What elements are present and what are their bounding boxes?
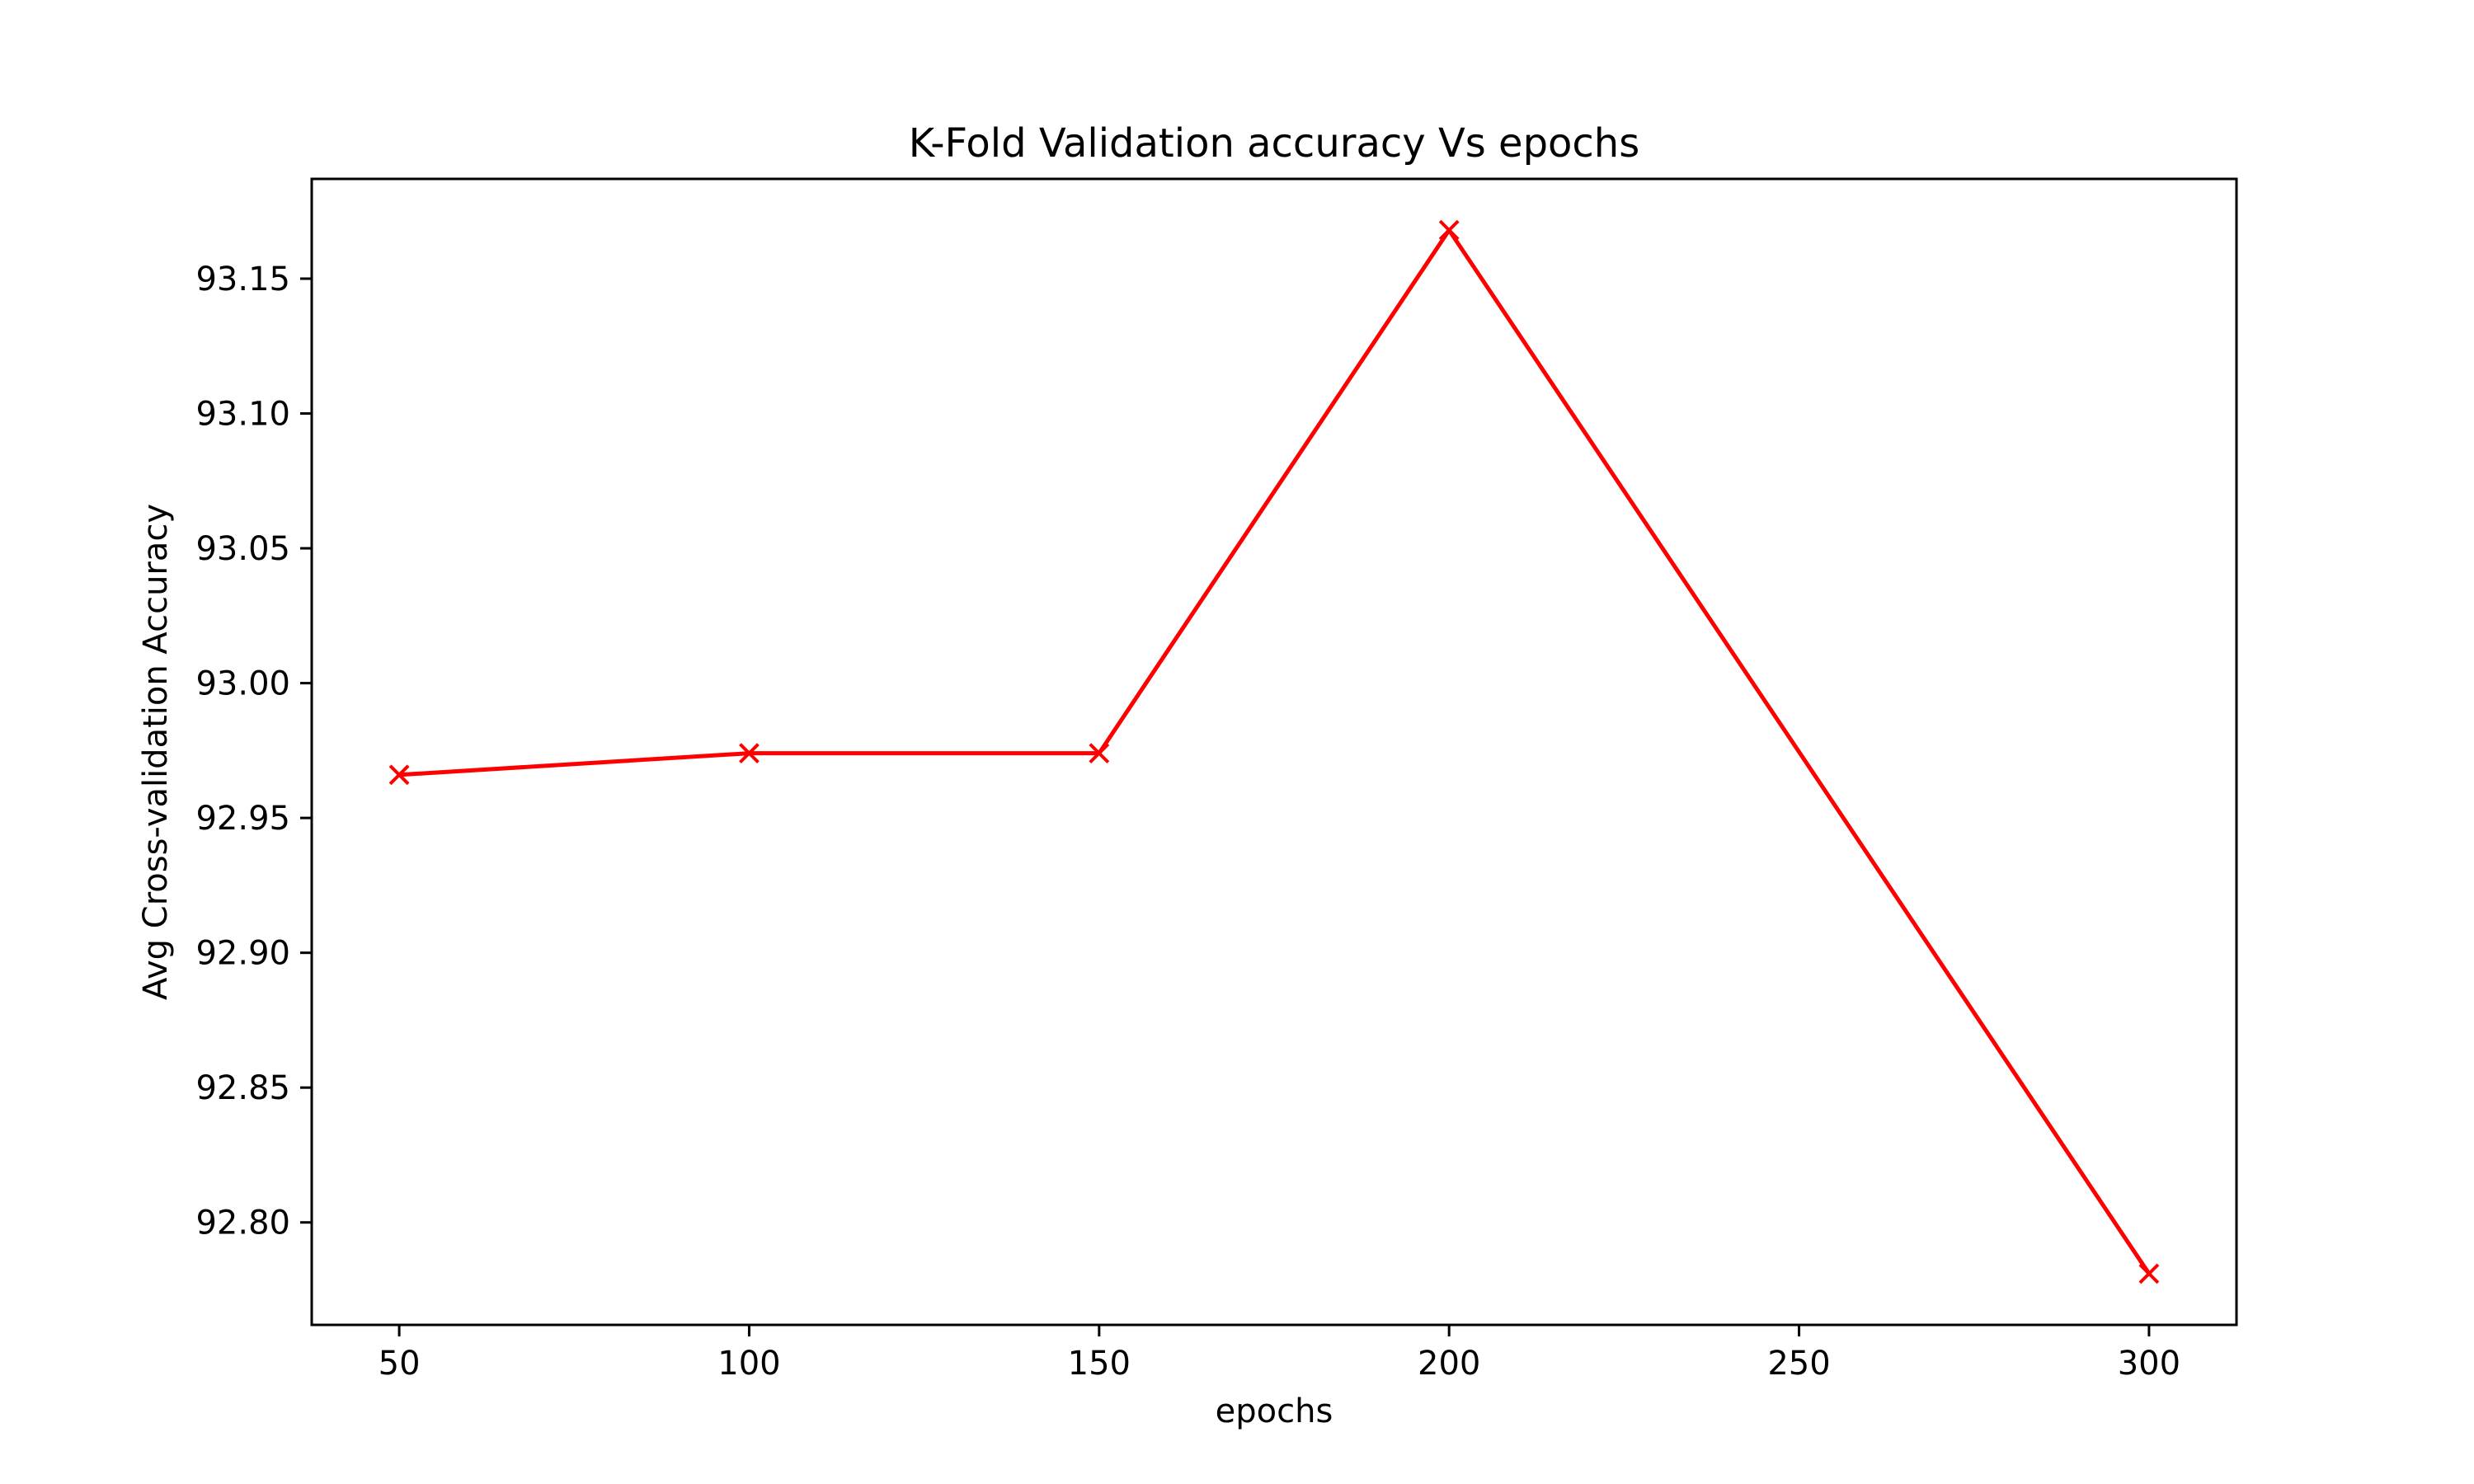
y-tick-label: 92.85 [195, 1069, 290, 1107]
x-tick-label: 50 [379, 1345, 421, 1383]
y-tick-label: 93.05 [195, 530, 290, 568]
data-point-marker [2138, 1263, 2160, 1284]
data-point-marker [1089, 743, 1110, 764]
y-tick-label: 93.10 [195, 396, 290, 434]
plot-area [388, 219, 2160, 1284]
y-tick-label: 92.90 [195, 935, 290, 973]
y-axis-label: Avg Cross-validation Accuracy [137, 504, 175, 1000]
data-point-marker [739, 743, 760, 764]
y-tick-label: 93.15 [195, 261, 290, 298]
x-axis-ticks: 50 100 150 200 250 300 [379, 1325, 2180, 1383]
y-tick-label: 93.00 [195, 665, 290, 703]
x-tick-label: 150 [1068, 1345, 1131, 1383]
chart-title: K-Fold Validation accuracy Vs epochs [909, 120, 1639, 167]
axes-frame [310, 177, 2238, 1327]
x-tick-label: 250 [1767, 1345, 1830, 1383]
x-axis-label: epochs [1216, 1392, 1333, 1430]
data-point-marker [388, 764, 410, 786]
y-tick-label: 92.80 [195, 1205, 290, 1242]
data-point-marker [1438, 219, 1460, 241]
y-tick-label: 92.95 [195, 800, 290, 838]
x-tick-label: 200 [1418, 1345, 1480, 1383]
y-axis-ticks: 92.80 92.85 92.90 92.95 93.00 93.05 93.10 93.15 [195, 261, 312, 1242]
x-tick-label: 100 [717, 1345, 780, 1383]
x-tick-label: 300 [2118, 1345, 2180, 1383]
